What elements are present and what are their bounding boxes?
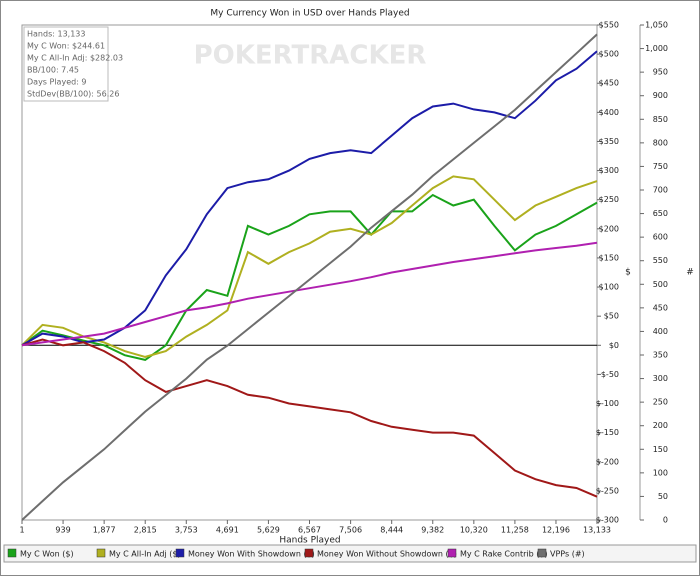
legend-label: My C All-In Adj ($) <box>109 550 181 559</box>
y-tick-label: $-300 <box>596 516 619 525</box>
y2-tick-label: 800 <box>653 138 668 147</box>
y2-tick-label: 400 <box>653 327 668 336</box>
series-line <box>21 33 598 521</box>
x-tick-label: 3,753 <box>175 526 198 535</box>
x-tick-label: 6,567 <box>298 526 321 535</box>
x-tick-label: 9,382 <box>421 526 444 535</box>
x-tick-label: 12,196 <box>542 526 570 535</box>
legend-swatch <box>7 548 17 558</box>
x-tick-label: 5,629 <box>257 526 280 535</box>
y-tick-label: $50 <box>604 312 619 321</box>
series-line <box>21 241 598 347</box>
y-tick-label: $-150 <box>596 428 619 437</box>
legend-label: VPPs (#) <box>550 550 585 559</box>
legend-label: My C Rake Contrib ($) <box>460 550 548 559</box>
y2-tick-label: 900 <box>653 91 668 100</box>
x-tick-label: 10,320 <box>460 526 488 535</box>
y-tick-label: $400 <box>599 108 619 117</box>
x-tick-label: 939 <box>55 526 70 535</box>
y-tick-label: $-200 <box>596 457 619 466</box>
y-tick-label: $-250 <box>596 486 619 495</box>
y2-tick-label: 750 <box>653 162 668 171</box>
legend-label: Money Won With Showdown ($) <box>188 550 315 559</box>
y2-tick-label: 550 <box>653 256 668 265</box>
y-tick-label: $300 <box>599 166 619 175</box>
x-tick-label: 4,691 <box>216 526 239 535</box>
stats-line: My C Won: $244.61 <box>27 42 105 51</box>
watermark: POKERTRACKER <box>194 41 427 71</box>
y-tick-label: $0 <box>609 341 619 350</box>
y2-tick-label: 850 <box>653 115 668 124</box>
legend-swatch <box>304 548 314 558</box>
series-line <box>21 50 598 347</box>
y-tick-label: $350 <box>599 137 619 146</box>
y-axis-label: $ <box>625 268 631 278</box>
stats-line: Days Played: 9 <box>27 78 87 87</box>
y2-tick-label: 1,000 <box>645 44 668 53</box>
y-tick-label: $-100 <box>596 399 619 408</box>
y2-tick-label: 500 <box>653 280 668 289</box>
x-axis-label: Hands Played <box>279 536 340 546</box>
series-line <box>21 193 598 361</box>
x-tick-label: 1 <box>19 526 24 535</box>
y2-tick-label: 350 <box>653 351 668 360</box>
legend-swatch <box>537 548 547 558</box>
x-tick-label: 13,133 <box>583 526 611 535</box>
y2-axis-label: # <box>686 268 694 278</box>
y2-tick-label: 50 <box>658 492 668 501</box>
y-tick-label: $450 <box>599 79 619 88</box>
legend-label: Money Won Without Showdown ($) <box>317 550 457 559</box>
x-tick-label: 8,444 <box>380 526 403 535</box>
y2-tick-label: 200 <box>653 421 668 430</box>
x-tick-label: 1,877 <box>93 526 116 535</box>
legend-swatch <box>96 548 106 558</box>
y2-tick-label: 600 <box>653 233 668 242</box>
y2-tick-label: 950 <box>653 68 668 77</box>
y2-tick-label: 1,050 <box>645 21 668 30</box>
x-tick-label: 11,258 <box>501 526 529 535</box>
series-line <box>21 338 598 498</box>
y2-tick-label: 0 <box>663 516 668 525</box>
y2-tick-label: 300 <box>653 374 668 383</box>
y2-tick-label: 650 <box>653 209 668 218</box>
y2-tick-label: 250 <box>653 398 668 407</box>
legend-label: My C Won ($) <box>20 550 74 559</box>
y-tick-label: $100 <box>599 283 619 292</box>
x-tick-label: 7,506 <box>339 526 362 535</box>
y2-tick-label: 450 <box>653 303 668 312</box>
chart-title: My Currency Won in USD over Hands Played <box>210 9 409 19</box>
stats-line: BB/100: 7.45 <box>27 66 79 75</box>
stats-line: My C All-In Adj: $282.03 <box>27 54 123 63</box>
y-tick-label: $200 <box>599 224 619 233</box>
legend-swatch <box>447 548 457 558</box>
y-tick-label: $500 <box>599 50 619 59</box>
legend-swatch <box>175 548 185 558</box>
y-tick-label: $-50 <box>601 370 619 379</box>
y2-tick-label: 100 <box>653 468 668 477</box>
y-tick-label: $150 <box>599 253 619 262</box>
stats-line: StdDev(BB/100): 56.26 <box>27 90 119 99</box>
stats-line: Hands: 13,133 <box>27 30 85 39</box>
y-tick-label: $550 <box>599 21 619 30</box>
y2-tick-label: 150 <box>653 445 668 454</box>
x-tick-label: 2,815 <box>134 526 157 535</box>
y2-tick-label: 700 <box>653 186 668 195</box>
series-line <box>21 175 598 358</box>
y-tick-label: $250 <box>599 195 619 204</box>
stats-box <box>23 26 109 102</box>
